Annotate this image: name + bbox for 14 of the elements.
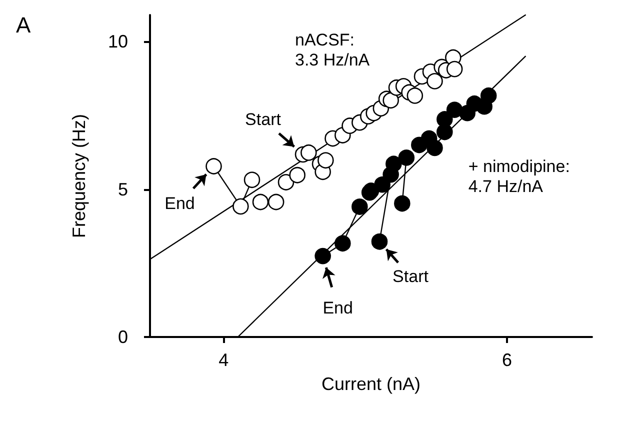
annotation: End (164, 194, 195, 213)
x-tick-label: 6 (502, 350, 512, 370)
annotation: Start (245, 110, 282, 129)
annotation: + nimodipine: 4.7 Hz/nA (468, 157, 570, 196)
annotation: nACSF: 3.3 Hz/nA (295, 30, 370, 70)
annotation: Start (392, 267, 429, 286)
text: A (16, 12, 31, 38)
x-tick-label: 4 (218, 350, 229, 370)
y-axis-title: Frequency (Hz) (69, 114, 89, 238)
y-tick-label: 10 (108, 32, 128, 52)
x-axis-title: Current (nA) (321, 374, 421, 394)
y-tick-label: 5 (118, 179, 128, 200)
annotation: End (322, 298, 353, 318)
y-tick-label: 0 (118, 327, 128, 347)
